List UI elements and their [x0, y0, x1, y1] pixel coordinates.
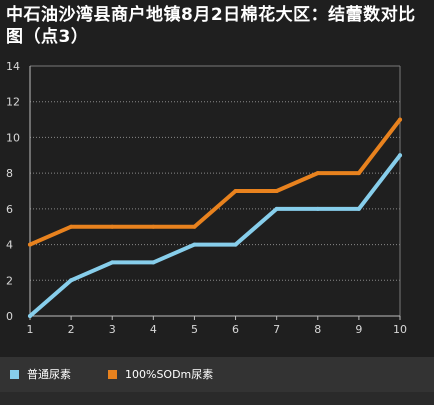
- data-point-series-2-x1: [28, 242, 32, 247]
- y-tick-label-0: 0: [6, 310, 13, 323]
- data-point-series-1-x3: [110, 260, 115, 265]
- x-tick-label-7: 7: [273, 323, 280, 336]
- legend-swatch-series-2: [108, 369, 117, 379]
- legend-label-series-1: 普通尿素: [27, 368, 71, 381]
- y-tick-label-6: 6: [6, 203, 13, 216]
- data-point-series-2-x7: [274, 189, 279, 193]
- data-point-series-1-x1: [28, 314, 32, 318]
- data-point-series-2-x8: [315, 171, 320, 176]
- footer-bar: [0, 392, 434, 405]
- data-point-series-2-x5: [192, 224, 197, 229]
- x-tick-label-9: 9: [355, 323, 362, 336]
- data-point-series-1-x7: [274, 206, 279, 211]
- data-point-series-2-x6: [233, 189, 238, 193]
- y-tick-label-2: 2: [6, 274, 13, 287]
- data-point-series-1-x6: [233, 242, 238, 247]
- y-tick-label-10: 10: [6, 131, 20, 144]
- data-point-series-1-x9: [356, 206, 361, 211]
- data-point-series-2-x9: [356, 171, 361, 176]
- legend-item-series-1: 普通尿素: [10, 368, 71, 382]
- y-tick-label-8: 8: [6, 167, 13, 180]
- data-point-series-2-x2: [69, 224, 74, 229]
- x-tick-label-8: 8: [314, 323, 321, 336]
- data-point-series-1-x5: [192, 242, 197, 247]
- x-tick-label-6: 6: [232, 323, 239, 336]
- legend-item-series-2: 100%SODm尿素: [108, 368, 213, 382]
- x-tick-label-3: 3: [109, 323, 116, 336]
- series-line-2: [28, 117, 402, 247]
- x-tick-label-1: 1: [27, 323, 34, 336]
- legend-swatch-series-1: [10, 369, 19, 379]
- data-point-series-2-x3: [110, 224, 115, 229]
- data-point-series-1-x4: [151, 260, 156, 265]
- data-point-series-2-x10: [398, 117, 402, 122]
- y-tick-label-4: 4: [6, 239, 13, 252]
- series-line-1: [28, 153, 402, 318]
- data-point-series-1-x10: [398, 153, 402, 158]
- legend-label-series-2: 100%SODm尿素: [125, 368, 214, 381]
- chart-title: 中石油沙湾县商户地镇8月2日棉花大区：结蕾数对比图（点3）: [6, 5, 416, 47]
- x-tick-label-2: 2: [68, 323, 75, 336]
- data-point-series-1-x8: [315, 206, 320, 211]
- y-tick-label-14: 14: [6, 60, 20, 73]
- data-point-series-1-x2: [69, 278, 74, 283]
- x-tick-label-10: 10: [393, 323, 407, 336]
- series-lines: [28, 117, 402, 318]
- y-tick-label-12: 12: [6, 96, 20, 109]
- legend: 普通尿素 100%SODm尿素: [0, 357, 434, 392]
- x-tick-label-5: 5: [191, 323, 198, 336]
- data-point-series-2-x4: [151, 224, 156, 229]
- x-tick-label-4: 4: [150, 323, 157, 336]
